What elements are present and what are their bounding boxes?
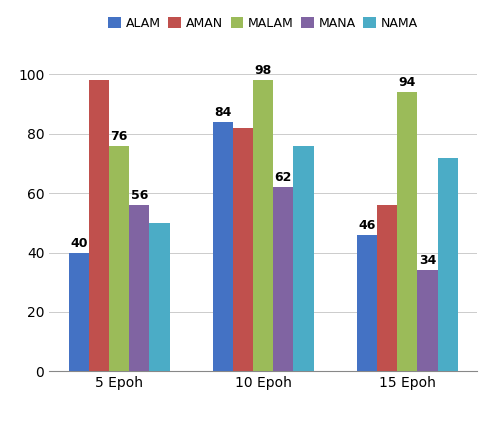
Bar [397, 92, 417, 371]
Text: 76: 76 [295, 354, 312, 367]
Bar [253, 80, 274, 371]
Bar [437, 157, 458, 371]
Bar [357, 235, 377, 371]
Bar [109, 146, 129, 371]
Bar [213, 122, 233, 371]
Bar [417, 271, 437, 371]
Text: 62: 62 [275, 171, 292, 184]
Bar [89, 80, 109, 371]
Bar [274, 187, 294, 371]
Text: 82: 82 [234, 354, 252, 367]
Text: 98: 98 [254, 65, 272, 77]
Text: 40: 40 [70, 237, 88, 249]
Text: 98: 98 [91, 354, 108, 367]
Bar [294, 146, 314, 371]
Text: 76: 76 [110, 130, 128, 143]
Text: 56: 56 [130, 189, 148, 202]
Text: 94: 94 [399, 76, 416, 89]
Text: 34: 34 [419, 254, 436, 268]
Text: 50: 50 [151, 354, 168, 367]
Bar [150, 223, 170, 371]
Bar [377, 205, 397, 371]
Bar [233, 128, 253, 371]
Bar [129, 205, 150, 371]
Text: 84: 84 [214, 106, 232, 119]
Text: 46: 46 [358, 219, 376, 232]
Legend: ALAM, AMAN, MALAM, MANA, NAMA: ALAM, AMAN, MALAM, MANA, NAMA [103, 12, 423, 35]
Bar [69, 253, 89, 371]
Text: 56: 56 [378, 354, 396, 367]
Text: 72: 72 [439, 354, 457, 367]
